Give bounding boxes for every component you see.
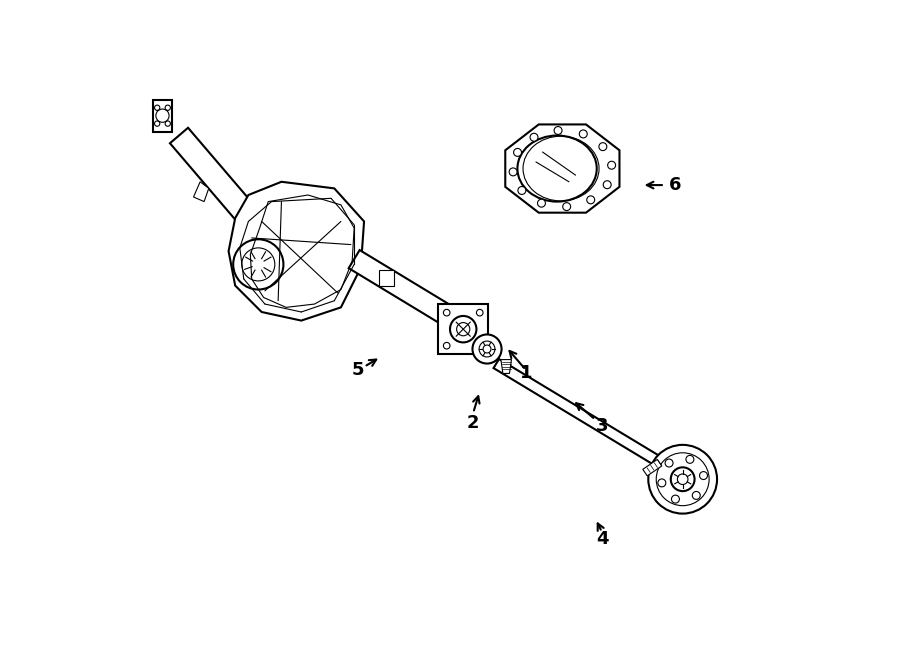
- Circle shape: [671, 495, 680, 503]
- Circle shape: [686, 455, 694, 463]
- Text: 4: 4: [596, 529, 608, 548]
- Text: 3: 3: [596, 417, 608, 436]
- Circle shape: [598, 143, 607, 151]
- Text: 5: 5: [351, 361, 364, 379]
- Polygon shape: [348, 250, 469, 334]
- Circle shape: [530, 134, 538, 141]
- Polygon shape: [501, 360, 511, 373]
- Circle shape: [665, 459, 673, 467]
- Circle shape: [554, 126, 562, 134]
- Circle shape: [518, 186, 526, 194]
- Text: 6: 6: [669, 176, 681, 194]
- Circle shape: [472, 334, 501, 364]
- Polygon shape: [505, 124, 619, 213]
- Circle shape: [562, 203, 571, 211]
- Text: 2: 2: [467, 414, 480, 432]
- Circle shape: [587, 196, 595, 204]
- Circle shape: [233, 239, 284, 290]
- Circle shape: [648, 445, 717, 514]
- Circle shape: [509, 168, 518, 176]
- Circle shape: [450, 316, 476, 342]
- Polygon shape: [438, 304, 489, 354]
- Circle shape: [580, 130, 587, 138]
- Circle shape: [670, 467, 695, 491]
- Circle shape: [603, 180, 611, 188]
- Polygon shape: [229, 182, 364, 321]
- Circle shape: [699, 471, 707, 479]
- Polygon shape: [493, 359, 674, 474]
- Circle shape: [658, 479, 666, 487]
- Circle shape: [692, 492, 700, 500]
- Polygon shape: [643, 459, 662, 476]
- Circle shape: [514, 149, 521, 157]
- Polygon shape: [170, 128, 274, 244]
- Polygon shape: [379, 270, 394, 286]
- Text: 1: 1: [520, 364, 532, 383]
- Polygon shape: [194, 182, 209, 202]
- Circle shape: [537, 199, 545, 207]
- Circle shape: [608, 161, 616, 169]
